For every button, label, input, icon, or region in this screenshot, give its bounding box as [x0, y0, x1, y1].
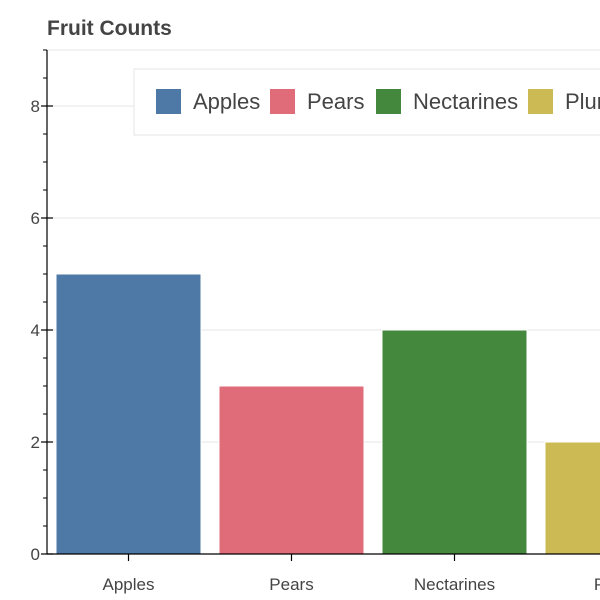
legend-label-plums: Plums [565, 89, 600, 114]
x-tick-label-plums: Plums [594, 575, 600, 594]
legend-swatch-apples [156, 89, 181, 114]
bar-nectarines [381, 329, 528, 555]
x-tick-label-nectarines: Nectarines [414, 575, 495, 594]
legend-label-nectarines: Nectarines [413, 89, 518, 114]
y-axis: 0 2 4 6 8 [31, 49, 53, 564]
y-tick-label: 2 [31, 433, 40, 452]
legend-swatch-nectarines [376, 89, 401, 114]
bar-plums [544, 441, 600, 555]
legend: Apples Pears Nectarines Plums [133, 68, 600, 136]
y-tick-label: 6 [31, 209, 40, 228]
legend-swatch-plums [528, 89, 553, 114]
bars [55, 273, 600, 555]
legend-label-pears: Pears [307, 89, 364, 114]
legend-label-apples: Apples [193, 89, 260, 114]
x-tick-label-apples: Apples [103, 575, 155, 594]
bar-pears [218, 385, 365, 555]
legend-box [133, 68, 600, 136]
x-tick-label-pears: Pears [269, 575, 313, 594]
y-tick-label: 0 [31, 545, 40, 564]
y-tick-label: 8 [31, 97, 40, 116]
x-axis: Apples Pears Nectarines Plums [47, 553, 600, 594]
y-tick-label: 4 [31, 321, 40, 340]
chart-title: Fruit Counts [47, 17, 172, 40]
bar-apples [55, 273, 202, 555]
legend-swatch-pears [270, 89, 295, 114]
